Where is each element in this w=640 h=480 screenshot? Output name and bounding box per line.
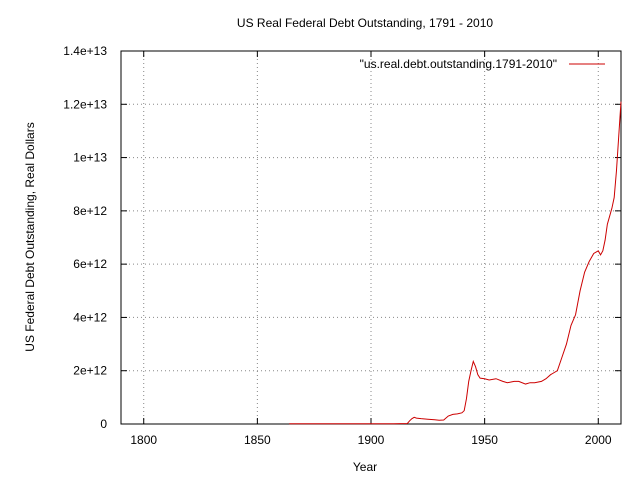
grid-lines (121, 51, 621, 424)
y-tick-label: 1.2e+13 (63, 97, 107, 111)
x-tick-label: 1850 (244, 433, 271, 447)
y-tick-label: 0 (100, 417, 107, 431)
y-tick-label: 4e+12 (73, 310, 107, 324)
x-tick-label: 2000 (585, 433, 612, 447)
plot-frame (120, 50, 622, 425)
x-tick-label: 1900 (358, 433, 385, 447)
chart-title: US Real Federal Debt Outstanding, 1791 -… (237, 16, 493, 30)
legend: "us.real.debt.outstanding.1791-2010" (360, 57, 605, 71)
series-layer (289, 101, 622, 425)
y-tick-label: 1e+13 (73, 151, 107, 165)
axis-ticks: 1800 1850 1900 1950 2000 0 2e+12 4e+12 6e+12 8e+1… (63, 44, 621, 447)
y-tick-label: 2e+12 (73, 364, 107, 378)
legend-label: "us.real.debt.outstanding.1791-2010" (360, 57, 557, 71)
y-tick-label: 6e+12 (73, 257, 107, 271)
y-axis-label: US Federal Debt Outstanding, Real Dollar… (23, 122, 37, 351)
x-tick-label: 1950 (471, 433, 498, 447)
series-line (289, 101, 622, 425)
y-tick-label: 1.4e+13 (63, 44, 107, 58)
x-tick-label: 1800 (130, 433, 157, 447)
x-axis-label: Year (353, 460, 377, 474)
y-tick-label: 8e+12 (73, 204, 107, 218)
